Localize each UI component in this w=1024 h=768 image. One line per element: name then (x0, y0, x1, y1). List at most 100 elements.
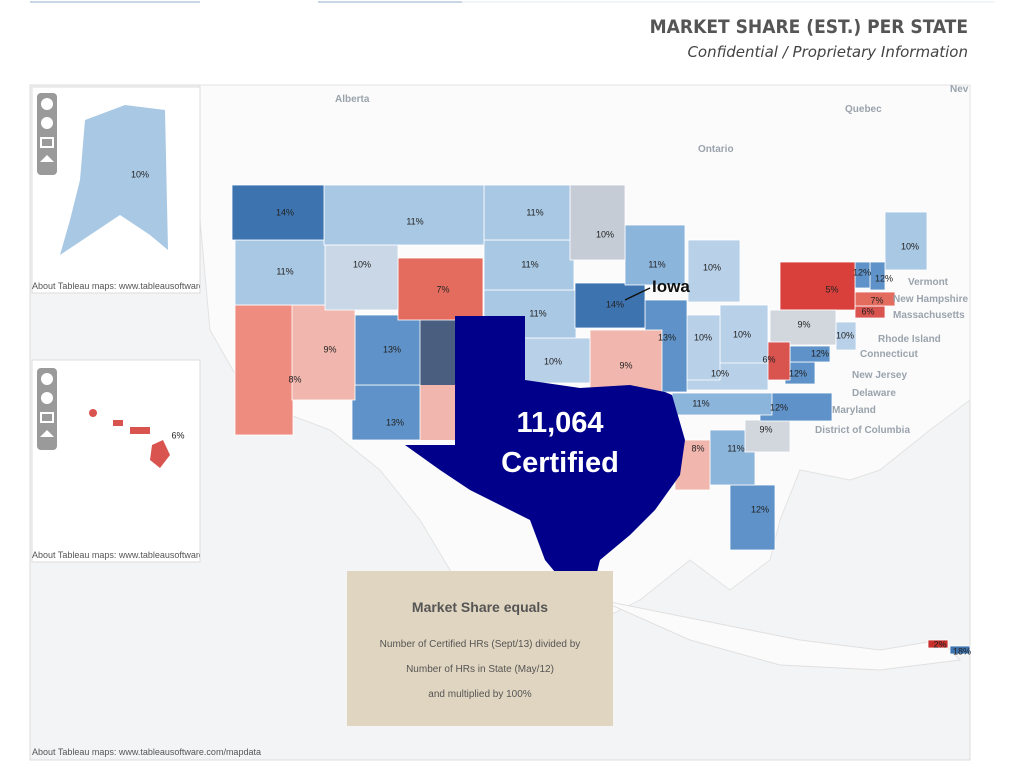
state-label: 7% (870, 295, 883, 305)
state-shape (574, 282, 646, 329)
callout-value: 11,064 (516, 407, 603, 439)
legend-line: Number of Certified HRs (Sept/13) divide… (380, 639, 581, 650)
state-shape (397, 257, 484, 321)
state-label: 6% (171, 430, 184, 440)
state-shape (483, 239, 575, 291)
state-shape (589, 329, 663, 393)
state-shape (150, 440, 170, 468)
state-shape (234, 239, 326, 306)
place-name: Alberta (335, 94, 370, 105)
place-name: Vermont (908, 277, 949, 288)
place-name: Rhode Island (878, 334, 941, 345)
state-shape (323, 184, 485, 246)
title: MARKET SHARE (EST.) PER STATE (650, 16, 968, 38)
place-name: Delaware (852, 388, 896, 399)
state-shape (351, 384, 421, 441)
state-shape (569, 184, 626, 261)
state-label: 11% (692, 398, 709, 408)
state-label: 12% (853, 267, 871, 277)
state-shape (420, 320, 460, 385)
place-name: New Hampshire (893, 294, 968, 305)
texas (370, 316, 685, 600)
state-label: 11% (521, 259, 538, 269)
state-label: 12% (770, 402, 788, 412)
zoom-out[interactable] (41, 392, 53, 404)
state-label: 11% (526, 207, 543, 217)
state-shape (113, 420, 123, 426)
place-name: Quebec (845, 104, 882, 115)
state-shape (744, 419, 791, 453)
state-shape (130, 427, 150, 434)
place-name: Ontario (698, 144, 734, 155)
place-name: Maryland (832, 405, 876, 416)
state-shape (519, 337, 591, 384)
zoom-panel[interactable] (37, 368, 57, 450)
state-label: 10% (544, 356, 562, 366)
state-label: 10% (836, 330, 854, 340)
state-shape (927, 639, 949, 649)
zoom-panel[interactable] (37, 93, 57, 175)
state-label: 11% (406, 216, 423, 226)
zoom-in[interactable] (41, 98, 53, 110)
place-name: New Jersey (852, 370, 907, 381)
states (231, 184, 971, 655)
state-label: 10% (596, 229, 614, 239)
state-shape (779, 261, 856, 311)
attribution: About Tableau maps: www.tableausoftware.… (32, 550, 261, 560)
callout-arrow (624, 287, 651, 301)
callout-state: Iowa (652, 277, 690, 296)
state-label: 10% (131, 169, 149, 179)
state-shape (729, 484, 776, 551)
inset-alaska-content: 10% (60, 105, 168, 255)
inset-hawaii-content (89, 409, 170, 468)
home[interactable] (40, 155, 54, 162)
zoom-out[interactable] (41, 117, 53, 129)
place-name: Nev (950, 84, 969, 95)
state-label: 10% (901, 241, 919, 251)
state-label: 8% (691, 443, 704, 453)
state-label: 13% (658, 332, 676, 342)
home[interactable] (40, 430, 54, 437)
state-label: 10% (703, 262, 721, 272)
state-label: 10% (694, 332, 712, 342)
place-name: Massachusetts (893, 310, 965, 321)
state-label: 12% (789, 368, 807, 378)
state-label: 9% (759, 424, 772, 434)
state-label: 9% (619, 360, 632, 370)
state-shape (354, 314, 421, 386)
state-shape (686, 314, 721, 381)
state-shape (60, 105, 168, 255)
state-shape (884, 211, 928, 271)
callout-caption: Certified (501, 447, 619, 479)
state-shape (719, 304, 769, 364)
state-label: 18% (953, 646, 971, 656)
state-label: 7% (436, 284, 449, 294)
state-label: 14% (276, 207, 294, 217)
state-label: 12% (811, 348, 829, 358)
state-label: 10% (353, 259, 371, 269)
state-label: 11% (276, 266, 293, 276)
subtitle: Confidential / Proprietary Information (687, 43, 968, 61)
state-label: 13% (386, 417, 404, 427)
state-shape (671, 392, 773, 416)
state-label: 13% (383, 344, 401, 354)
place-name: Connecticut (860, 349, 918, 360)
select-tool[interactable] (40, 412, 54, 423)
state-shape (949, 645, 971, 655)
zoom-in[interactable] (41, 373, 53, 385)
state-label: 12% (751, 504, 769, 514)
state-label: 5% (825, 284, 838, 294)
state-shape (769, 309, 837, 346)
state-shape (483, 184, 571, 241)
legend-line: Number of HRs in State (May/12) (406, 664, 554, 675)
state-label: 6% (861, 306, 874, 316)
zoom-controls[interactable] (37, 93, 57, 450)
legend-box (347, 571, 613, 726)
state-shape (420, 385, 455, 440)
state-labels: 6% 14% 11% 11% 10% 11% 10% 7% 11% 11% 10% 14% 11% 9% 1… (171, 207, 971, 656)
select-tool[interactable] (40, 137, 54, 148)
place-name: District of Columbia (815, 425, 910, 436)
state-label: 8% (288, 374, 301, 384)
